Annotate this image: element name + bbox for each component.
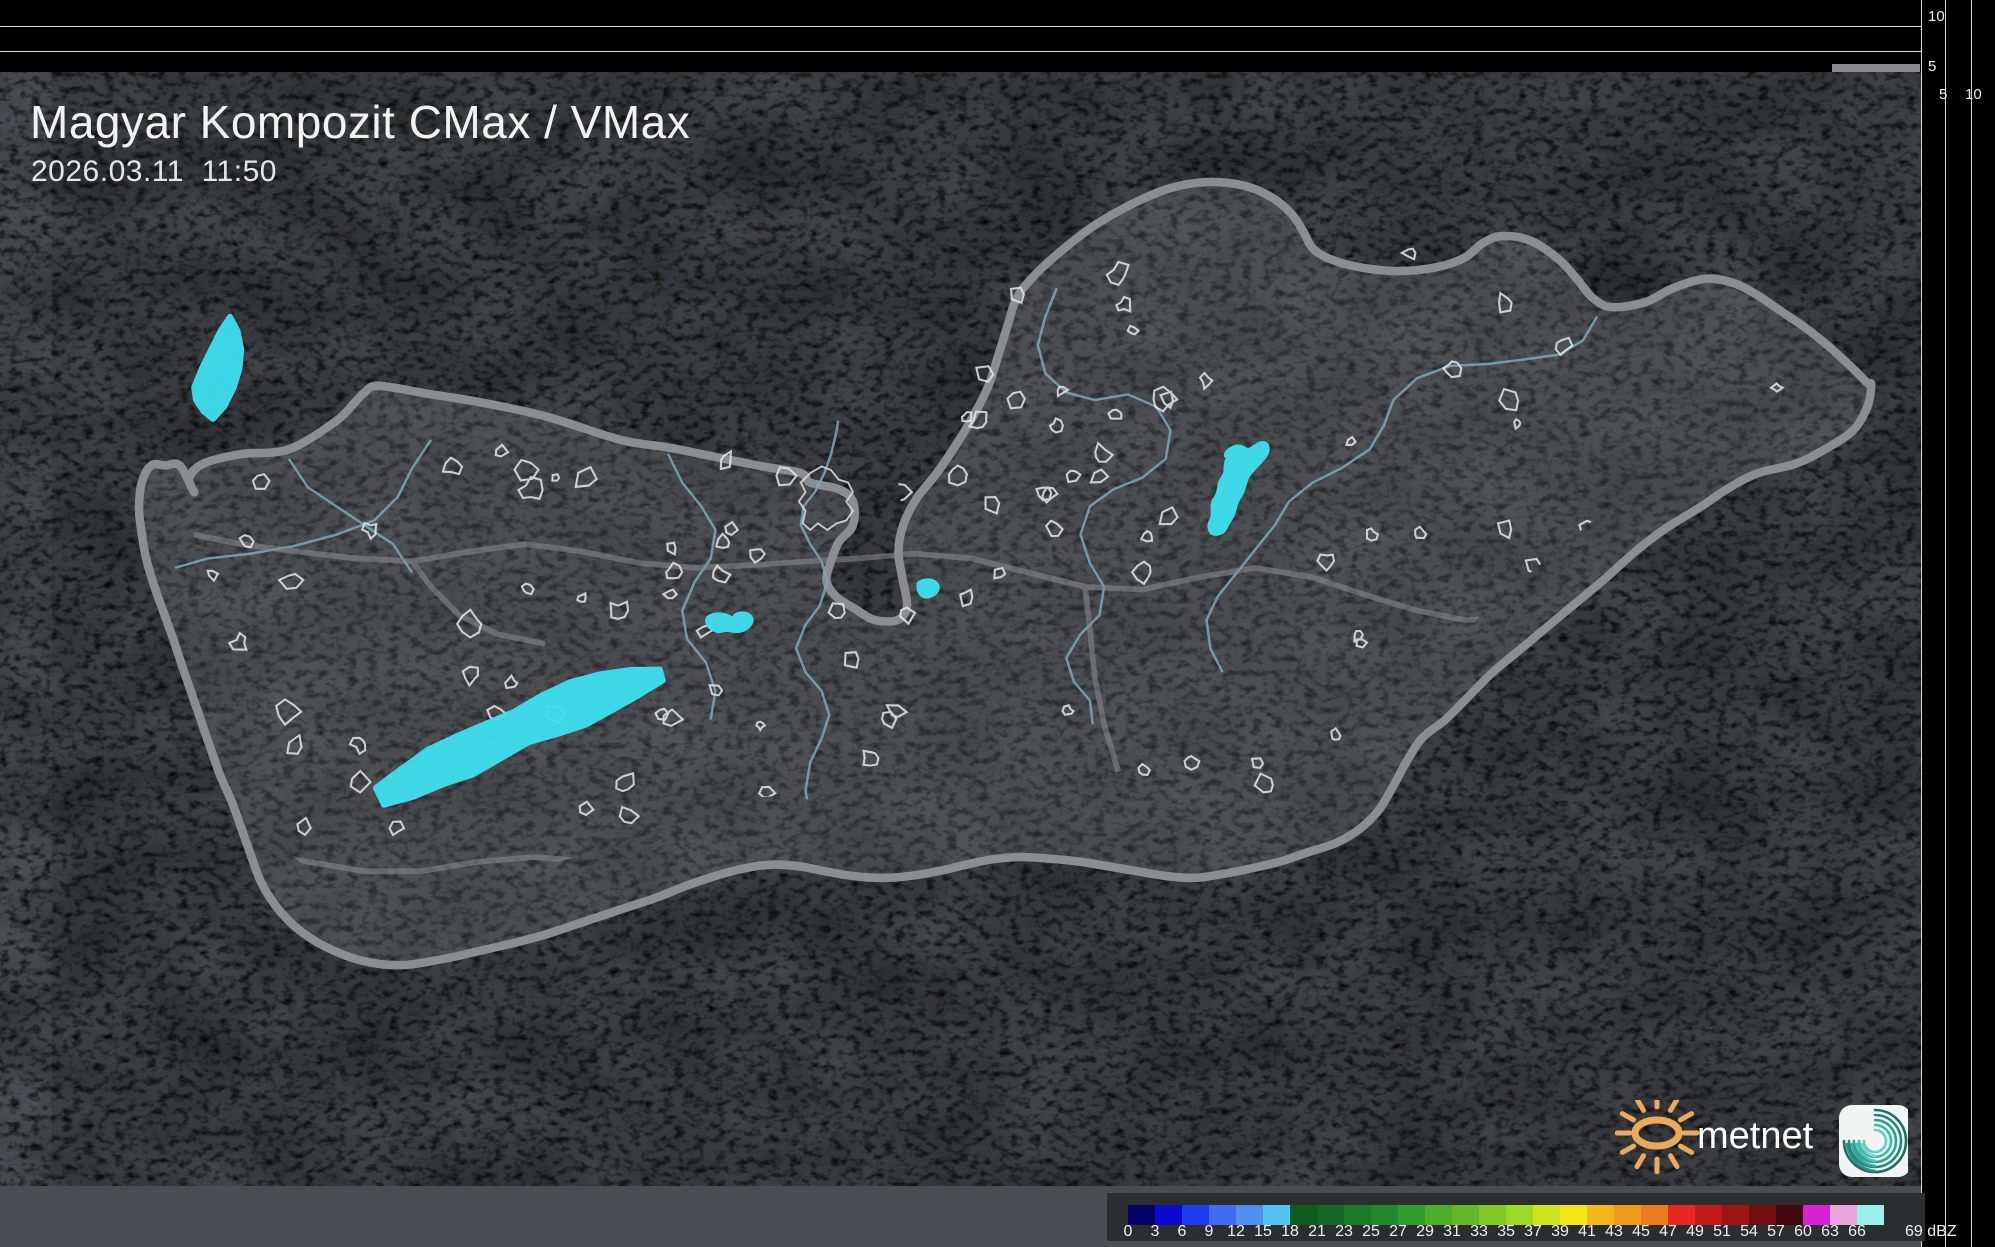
svg-text:metnet: metnet [1697,1115,1814,1157]
